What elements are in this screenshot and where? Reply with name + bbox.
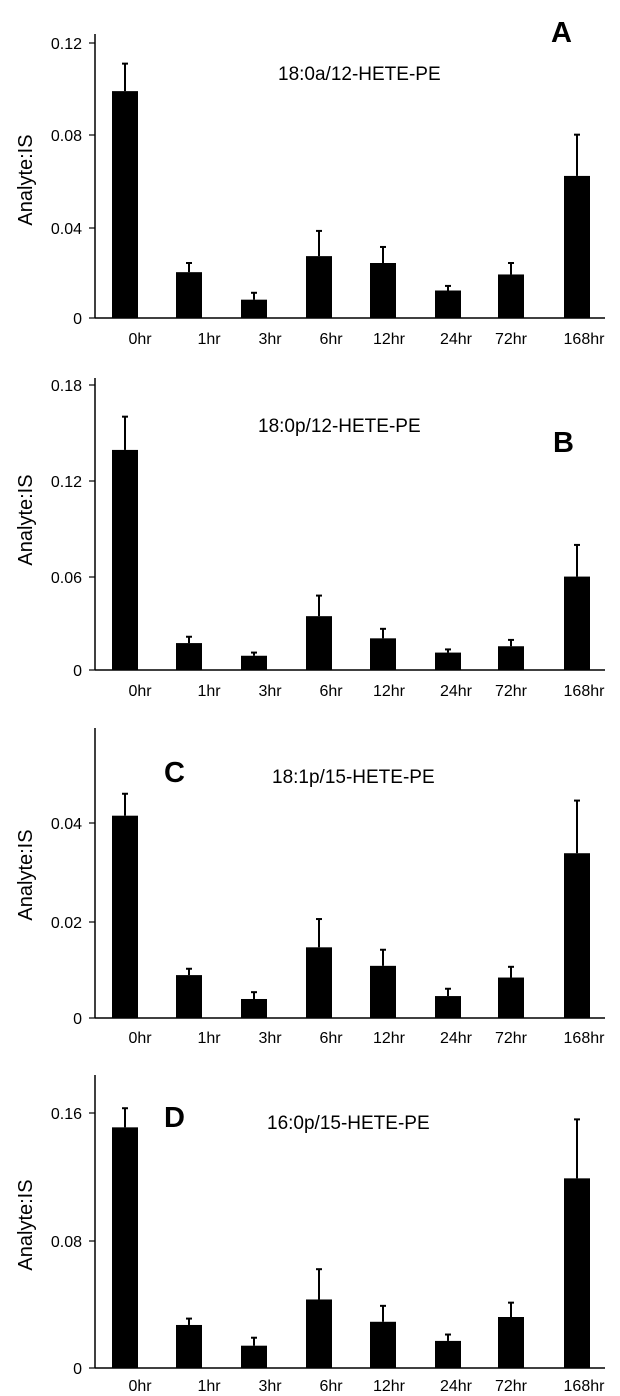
x-category-label: 168hr: [564, 331, 606, 348]
y-tick-label: 0.08: [51, 128, 82, 145]
bar-72hr: [498, 977, 524, 1018]
panel-letter: A: [551, 17, 572, 49]
bar-1hr: [176, 272, 202, 318]
x-category-label: 1hr: [197, 683, 221, 700]
y-axis-label: Analyte:IS: [15, 134, 37, 225]
x-category-label: 24hr: [440, 1378, 473, 1395]
x-category-label: 6hr: [319, 331, 343, 348]
y-tick-label: 0: [73, 311, 82, 328]
bar-168hr: [564, 853, 590, 1018]
x-category-label: 6hr: [319, 683, 343, 700]
bar-3hr: [241, 998, 267, 1018]
x-category-label: 72hr: [495, 331, 528, 348]
bar-72hr: [498, 1317, 524, 1368]
bar-24hr: [435, 1340, 461, 1368]
y-tick-label: 0: [73, 663, 82, 680]
x-category-label: 3hr: [258, 1030, 282, 1047]
x-category-label: 12hr: [373, 683, 406, 700]
x-category-label: 24hr: [440, 1030, 473, 1047]
bar-72hr: [498, 274, 524, 318]
x-category-label: 12hr: [373, 1030, 406, 1047]
x-category-label: 0hr: [128, 1030, 152, 1047]
x-category-label: 168hr: [564, 1378, 606, 1395]
bar-24hr: [435, 652, 461, 670]
x-category-label: 12hr: [373, 331, 406, 348]
bar-0hr: [112, 1127, 138, 1368]
bar-12hr: [370, 263, 396, 318]
x-category-label: 72hr: [495, 683, 528, 700]
x-category-label: 3hr: [258, 1378, 282, 1395]
bar-12hr: [370, 1321, 396, 1368]
x-category-label: 168hr: [564, 1030, 606, 1047]
panel-letter: C: [164, 757, 185, 789]
x-category-label: 1hr: [197, 331, 221, 348]
chart-title: 18:1p/15-HETE-PE: [272, 767, 435, 788]
y-axis-label: Analyte:IS: [15, 474, 37, 565]
x-category-label: 1hr: [197, 1030, 221, 1047]
x-category-label: 1hr: [197, 1378, 221, 1395]
bar-24hr: [435, 290, 461, 318]
chart-title: 18:0p/12-HETE-PE: [258, 416, 421, 437]
y-axis-label: Analyte:IS: [15, 1179, 37, 1270]
bar-12hr: [370, 638, 396, 670]
bar-12hr: [370, 965, 396, 1018]
y-tick-label: 0: [73, 1011, 82, 1028]
x-category-label: 72hr: [495, 1378, 528, 1395]
x-category-label: 3hr: [258, 683, 282, 700]
bar-6hr: [306, 947, 332, 1018]
y-tick-label: 0.04: [51, 816, 82, 833]
bar-1hr: [176, 643, 202, 670]
y-tick-label: 0.02: [51, 915, 82, 932]
bar-6hr: [306, 1299, 332, 1368]
bar-3hr: [241, 655, 267, 670]
bar-168hr: [564, 576, 590, 670]
x-category-label: 12hr: [373, 1378, 406, 1395]
bar-1hr: [176, 975, 202, 1018]
y-tick-label: 0.18: [51, 378, 82, 395]
x-category-label: 72hr: [495, 1030, 528, 1047]
x-category-label: 0hr: [128, 1378, 152, 1395]
chart-title: 16:0p/15-HETE-PE: [267, 1113, 430, 1134]
chart-panel-a: 0 0.04 0.08 0.12 Analyte:IS 0hr 1hr 3hr 6hr 12hr 2…: [15, 17, 605, 348]
bar-3hr: [241, 1345, 267, 1368]
panel-letter: D: [164, 1102, 185, 1134]
chart-panel-d: 0 0.08 0.16 Analyte:IS 0hr 1hr 3hr 6hr 12hr 24hr 7…: [15, 1075, 605, 1395]
x-category-label: 0hr: [128, 683, 152, 700]
x-category-label: 168hr: [564, 683, 606, 700]
x-category-label: 6hr: [319, 1030, 343, 1047]
bar-3hr: [241, 299, 267, 318]
chart-title: 18:0a/12-HETE-PE: [278, 64, 441, 85]
bar-0hr: [112, 91, 138, 318]
chart-panel-b: 0 0.06 0.12 0.18 Analyte:IS 0hr 1hr 3hr 6hr 12hr 2…: [15, 378, 605, 700]
x-category-label: 6hr: [319, 1378, 343, 1395]
bar-0hr: [112, 449, 138, 670]
y-tick-label: 0.12: [51, 474, 82, 491]
bar-1hr: [176, 1324, 202, 1368]
y-tick-label: 0: [73, 1361, 82, 1378]
x-category-label: 24hr: [440, 683, 473, 700]
y-tick-label: 0.06: [51, 570, 82, 587]
chart-panel-c: 0 0.02 0.04 Analyte:IS 0hr 1hr 3hr 6hr 12hr 24hr 7…: [15, 728, 605, 1047]
y-tick-label: 0.12: [51, 36, 82, 53]
bar-0hr: [112, 815, 138, 1018]
panel-letter: B: [553, 427, 574, 459]
bar-24hr: [435, 996, 461, 1018]
y-tick-label: 0.04: [51, 221, 82, 238]
bar-168hr: [564, 1178, 590, 1368]
y-tick-label: 0.16: [51, 1106, 82, 1123]
bar-72hr: [498, 646, 524, 670]
bar-6hr: [306, 616, 332, 670]
bar-168hr: [564, 175, 590, 318]
x-category-label: 0hr: [128, 331, 152, 348]
y-axis-label: Analyte:IS: [15, 829, 37, 920]
x-category-label: 3hr: [258, 331, 282, 348]
x-category-label: 24hr: [440, 331, 473, 348]
bar-6hr: [306, 256, 332, 318]
y-tick-label: 0.08: [51, 1234, 82, 1251]
